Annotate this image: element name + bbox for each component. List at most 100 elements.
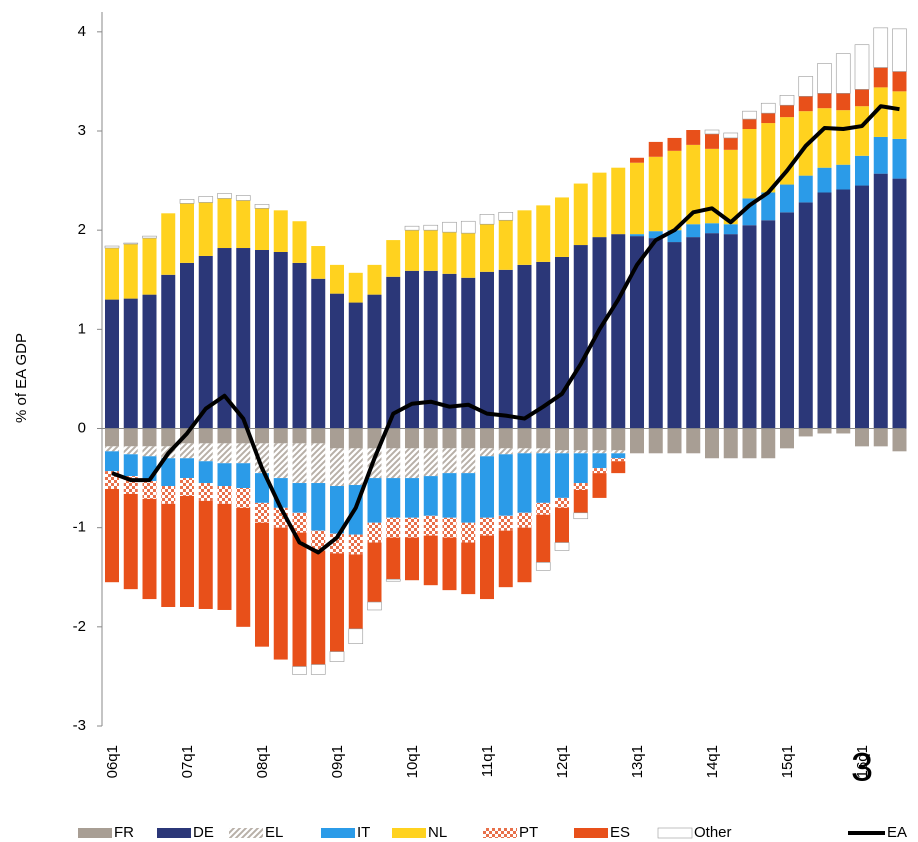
bar-segment [292, 666, 307, 675]
bar-segment [536, 502, 551, 515]
bar-segment [761, 192, 776, 221]
bar-segment [461, 428, 476, 449]
bar-segment [555, 450, 569, 454]
bar-segment [442, 232, 457, 274]
bar-segment [667, 428, 682, 454]
bar-segment [535, 562, 551, 571]
bar-segment [292, 428, 307, 444]
bar-segment [873, 27, 889, 68]
bar-segment [367, 601, 382, 611]
bar-segment [180, 203, 194, 263]
legend-label: PT [519, 824, 538, 841]
page-number: 3 [851, 746, 873, 790]
bar-segment [123, 298, 138, 429]
bar-segment [761, 113, 776, 124]
bar-segment [705, 148, 719, 224]
bar-segment [592, 172, 607, 238]
bar-segment [254, 204, 270, 209]
bar-segment [873, 428, 888, 447]
bar-segment [855, 428, 869, 447]
x-tick-label: 13q1 [629, 745, 646, 778]
bar-segment [555, 453, 569, 498]
bar-segment [236, 488, 251, 508]
bar-segment [705, 223, 719, 234]
bar-segment [555, 507, 569, 543]
bar-segment [405, 428, 419, 449]
bar-segment [648, 141, 663, 157]
bar-segment [217, 443, 232, 464]
bar-segment [592, 468, 607, 474]
y-tick-label: 4 [78, 23, 86, 40]
legend-swatch [657, 827, 693, 839]
bar-segment [442, 537, 457, 591]
bar-segment [105, 446, 119, 452]
bar-segment [686, 130, 701, 145]
bar-segment [705, 133, 719, 149]
bar-segment [217, 198, 232, 249]
bar-segment [179, 199, 195, 204]
bar-segment [348, 554, 363, 629]
bar-segment [517, 448, 532, 454]
bar-segment [142, 294, 157, 429]
bar-segment [498, 428, 513, 449]
y-tick-label: 0 [78, 419, 86, 436]
bar-segment [105, 248, 119, 300]
x-tick-label: 07q1 [179, 745, 196, 778]
bar-segment [742, 110, 757, 120]
bar-segment [836, 428, 851, 434]
bar-segment [292, 443, 307, 484]
bar-segment [198, 461, 213, 484]
bar-segment [442, 517, 457, 538]
bar-segment [498, 530, 513, 588]
bar-segment [517, 428, 532, 449]
bar-segment [592, 473, 607, 498]
x-tick-label: 11q1 [479, 745, 496, 777]
legend-label: IT [357, 824, 370, 841]
bar-segment [611, 167, 626, 235]
bar-segment [817, 192, 832, 429]
bar-segment [423, 428, 438, 449]
line [111, 104, 900, 555]
bar-segment [817, 63, 832, 94]
bar-segment [873, 173, 888, 429]
bar-segment [180, 443, 194, 459]
bar-segment [742, 225, 757, 429]
bar-segment [273, 251, 288, 429]
bar-segment [442, 428, 457, 449]
bar-segment [723, 224, 738, 235]
bar-segment [105, 299, 119, 429]
bar-segment [198, 202, 213, 256]
bar-segment [330, 428, 344, 449]
bar-segment [817, 167, 832, 193]
bar-segment [461, 448, 476, 474]
bar-segment [123, 242, 139, 245]
bar-segment [142, 428, 157, 447]
bar-segment [723, 137, 738, 150]
bar-segment [892, 91, 907, 139]
bar-segment [123, 244, 138, 299]
bar-segment [498, 269, 513, 429]
bar-segment [330, 293, 344, 429]
bar-segment [761, 220, 776, 429]
bar-segment [161, 274, 176, 429]
legend-label: NL [428, 824, 447, 841]
bar-segment [555, 497, 569, 508]
bar-segment [573, 489, 588, 513]
bar-segment [236, 507, 251, 627]
bar-segment [442, 473, 457, 518]
bar-segment [311, 428, 326, 444]
bar-segment [198, 428, 213, 444]
bar-segment [855, 155, 869, 186]
bar-segment [367, 264, 382, 295]
bar-segment [686, 237, 701, 429]
bar-segment [517, 527, 532, 583]
bar-segment [217, 193, 232, 199]
bar-segment [742, 428, 757, 459]
legend-swatch [321, 828, 355, 838]
bar-segment [723, 234, 738, 429]
bar-segment [198, 500, 213, 609]
bar-segment [536, 428, 551, 449]
bar-segment [405, 230, 419, 271]
bar-segment [292, 221, 307, 263]
bar-segment [480, 517, 494, 536]
